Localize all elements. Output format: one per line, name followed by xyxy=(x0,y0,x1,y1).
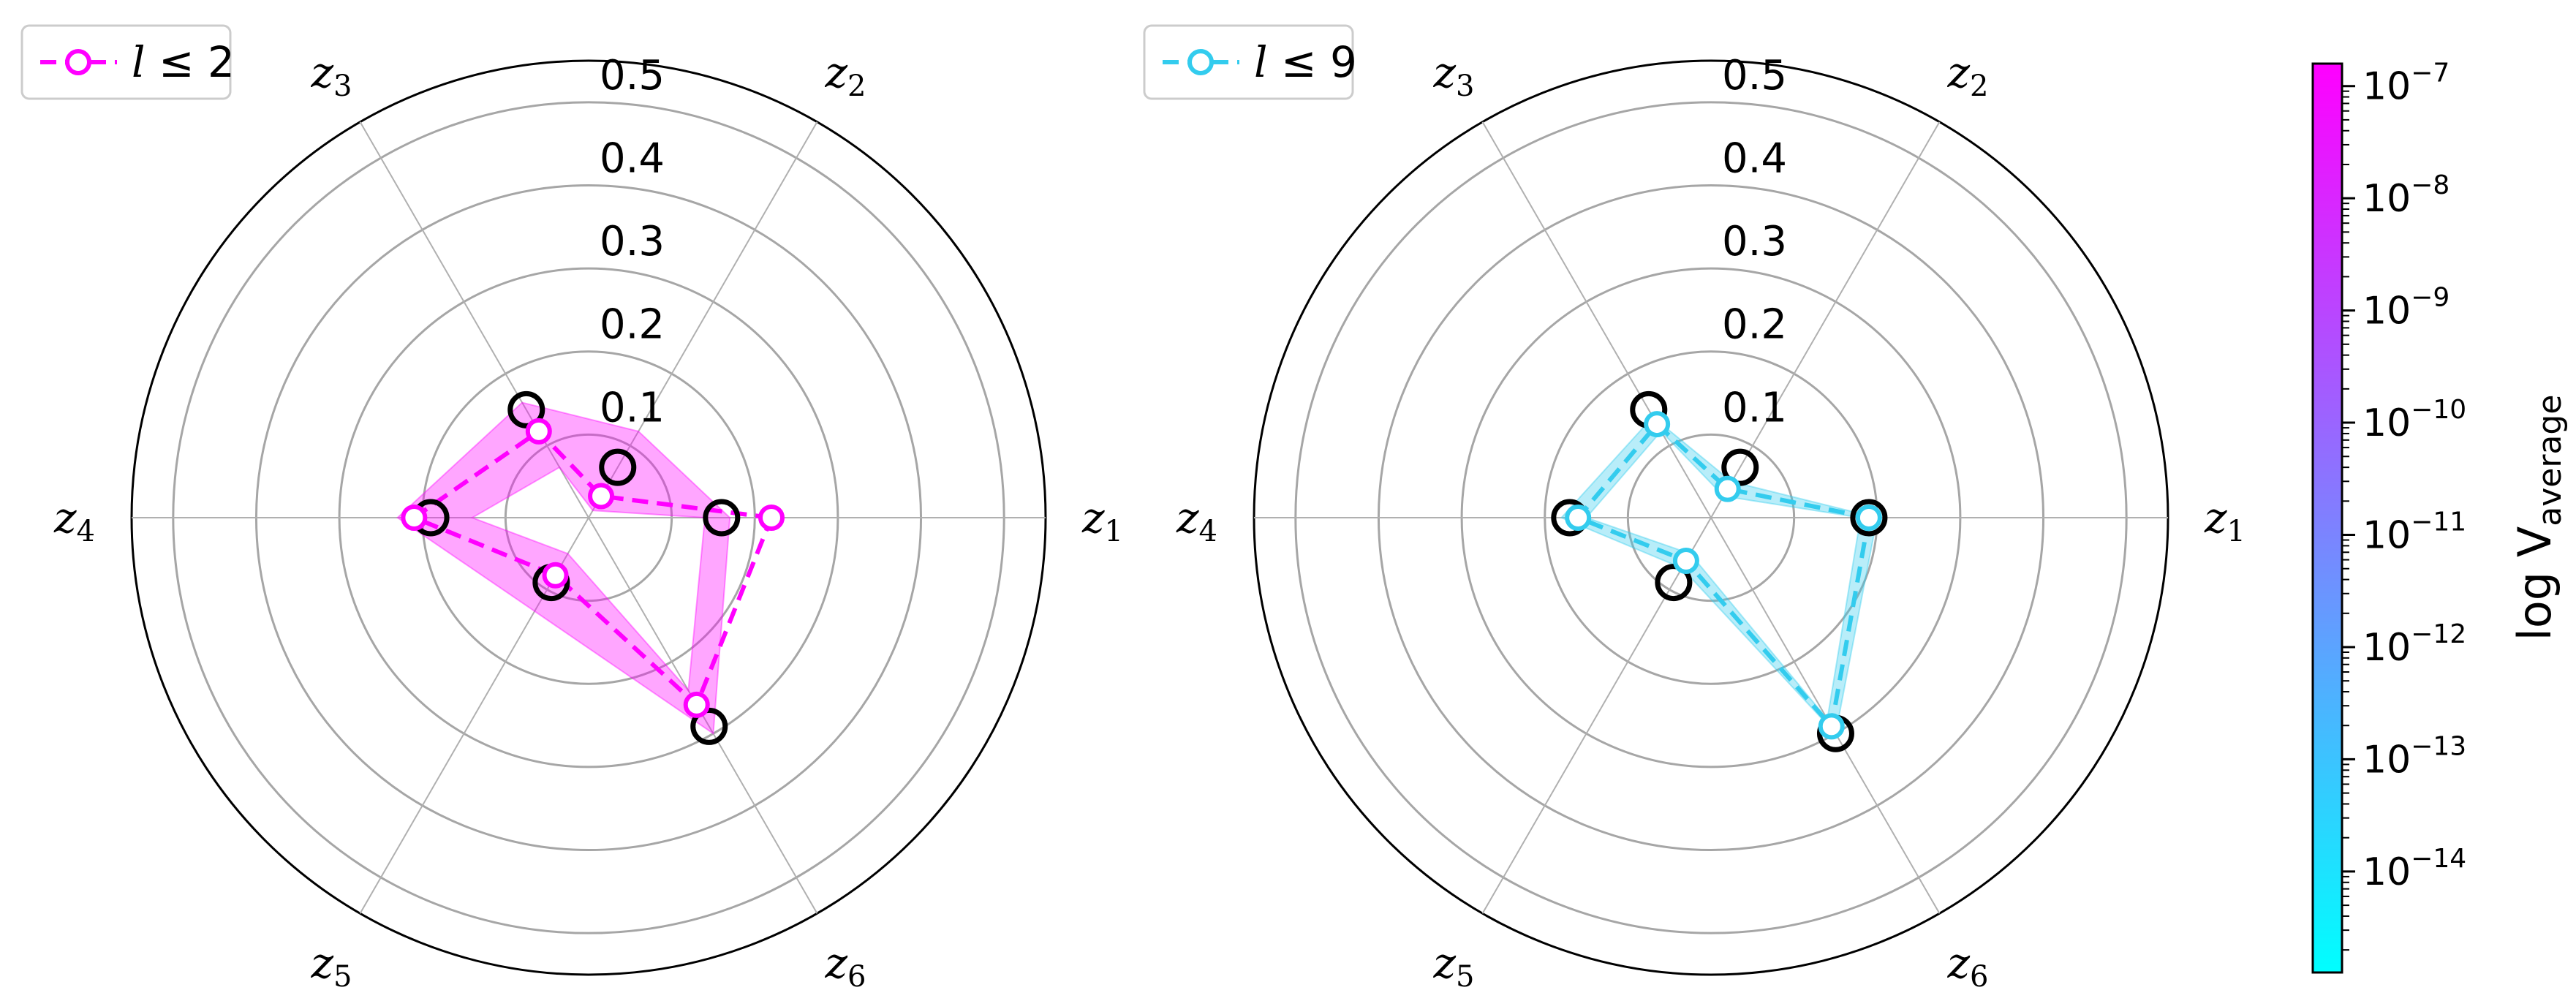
colorbar: 10−14 10−13 10−12 10−11 10−10 10−9 10−8 10−7 log… xyxy=(2311,58,2569,974)
colorbar-tick-label: 10−9 xyxy=(2362,283,2450,333)
series-point xyxy=(525,418,552,445)
reference-point xyxy=(1655,564,1693,602)
radial-tick-label: 0.4 xyxy=(1722,135,1787,182)
colorbar-tick-label: 10−7 xyxy=(2362,58,2450,109)
series-point xyxy=(588,483,615,510)
axis-label-z2: z2 xyxy=(1946,48,1988,103)
axis-label-z1: z1 xyxy=(1081,493,1123,548)
angular-grid-line xyxy=(1481,121,1712,518)
radial-tick-label: 0.3 xyxy=(600,218,665,265)
radial-tick-label: 0.2 xyxy=(600,301,665,349)
legend: l ≤ 2 xyxy=(20,24,235,100)
series-point xyxy=(1714,475,1741,502)
reference-point xyxy=(703,499,741,537)
angular-grid-line xyxy=(1481,517,1712,914)
series-point xyxy=(1644,411,1671,438)
colorbar-tick-label: 10−14 xyxy=(2362,844,2466,894)
axis-label-z4: z4 xyxy=(1176,493,1217,548)
axis-label-z3: z3 xyxy=(1432,48,1474,103)
reference-point xyxy=(1721,448,1759,486)
radial-tick-label: 0.3 xyxy=(1722,218,1787,265)
legend-frame xyxy=(20,24,232,100)
axis-label-z6: z6 xyxy=(1946,938,1988,994)
reference-point xyxy=(599,448,637,486)
axis-label-z4: z4 xyxy=(53,493,95,548)
legend-label: l ≤ 9 xyxy=(1254,37,1357,87)
radial-tick-label: 0.5 xyxy=(600,52,665,99)
legend-frame xyxy=(1143,24,1354,100)
radial-tick-label: 0.5 xyxy=(1722,52,1787,99)
axis-label-z2: z2 xyxy=(824,48,866,103)
reference-point xyxy=(507,390,545,428)
series-point xyxy=(401,505,428,531)
colorbar-tick-label: 10−11 xyxy=(2362,507,2466,558)
series-point xyxy=(1672,548,1699,575)
reference-point xyxy=(690,707,728,745)
axis-label-z5: z5 xyxy=(310,938,352,994)
reference-point xyxy=(1850,499,1888,537)
series-point xyxy=(758,505,785,531)
colorbar-tick-label: 10−12 xyxy=(2362,619,2466,670)
colorbar-gradient xyxy=(2311,62,2343,974)
series-point xyxy=(1565,505,1592,531)
uncertainty-band xyxy=(1560,415,1878,736)
radar-panel-right: z1 z2 z3 z4 z5 z6 0.1 0.2 0.3 0.4 0.5 l ≤ 9 xyxy=(1143,24,2245,994)
series-point xyxy=(542,562,569,589)
axis-label-z6: z6 xyxy=(824,938,866,994)
colorbar-label: log Vaverage xyxy=(2508,395,2569,641)
legend-marker xyxy=(65,49,91,75)
radial-tick-label: 0.1 xyxy=(1722,384,1787,431)
radial-tick-label: 0.2 xyxy=(1722,301,1787,349)
axis-label-z5: z5 xyxy=(1432,938,1474,994)
series-point xyxy=(1818,713,1845,740)
radial-tick-label: 0.4 xyxy=(600,135,665,182)
colorbar-tick-label: 10−13 xyxy=(2362,731,2466,782)
series-point xyxy=(1855,505,1882,531)
legend-marker xyxy=(1187,49,1214,75)
radial-tick-label: 0.1 xyxy=(600,384,665,431)
series-point xyxy=(683,691,710,718)
axis-label-z3: z3 xyxy=(310,48,352,103)
axis-label-z1: z1 xyxy=(2204,493,2245,548)
legend: l ≤ 9 xyxy=(1143,24,1357,100)
colorbar-tick-label: 10−10 xyxy=(2362,395,2466,445)
legend-label: l ≤ 2 xyxy=(132,37,235,87)
radar-panel-left: z1 z2 z3 z4 z5 z6 0.1 0.2 0.3 0.4 0.5 l ≤ 2 xyxy=(20,24,1123,994)
colorbar-tick-label: 10−8 xyxy=(2362,170,2450,221)
angular-grid-line xyxy=(359,121,589,518)
